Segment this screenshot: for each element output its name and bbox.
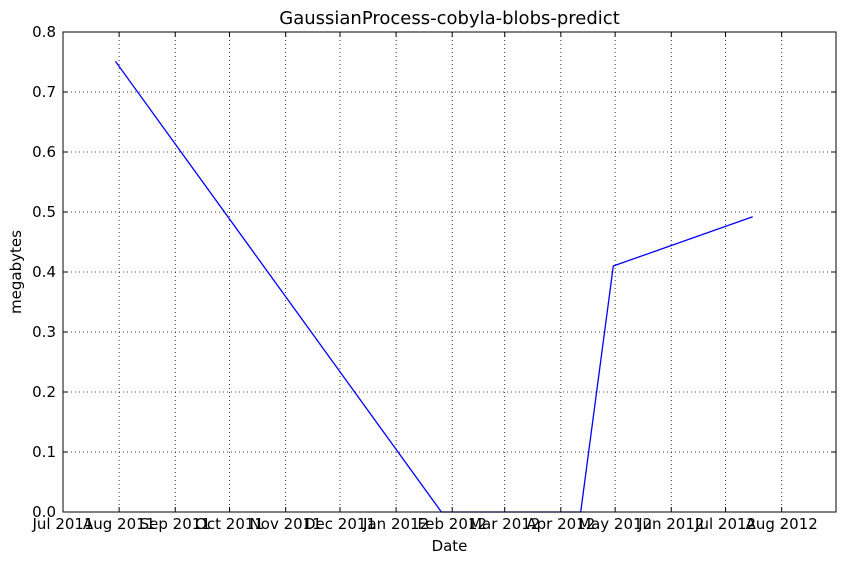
x-tick-label: Aug 2012 — [746, 515, 818, 533]
y-tick-label: 0.8 — [32, 23, 56, 41]
y-tick-label: 0.1 — [32, 443, 56, 461]
x-tick-label: Oct 2011 — [195, 515, 264, 533]
x-axis-label: Date — [432, 537, 468, 555]
x-tick-label: Mar 2012 — [469, 515, 540, 533]
x-tick-label: Dec 2011 — [304, 515, 376, 533]
y-tick-label: 0.2 — [32, 383, 56, 401]
x-tick-label: Jun 2012 — [637, 515, 704, 533]
y-tick-label: 0.7 — [32, 83, 56, 101]
x-tick-label: Jul 2012 — [694, 515, 756, 533]
x-tick-label: Apr 2012 — [526, 515, 595, 533]
y-tick-label: 0.5 — [32, 203, 56, 221]
x-tick-label: Sep 2011 — [140, 515, 211, 533]
x-tick-label: May 2012 — [578, 515, 652, 533]
x-tick-label: Feb 2012 — [417, 515, 487, 533]
grid — [62, 31, 836, 513]
y-tick-label: 0.3 — [32, 323, 56, 341]
x-tick-label: Aug 2011 — [83, 515, 155, 533]
y-axis-label: megabytes — [7, 230, 25, 314]
x-tick-label: Jan 2012 — [362, 515, 429, 533]
x-tick-label: Nov 2011 — [250, 515, 322, 533]
y-tick-label: 0.4 — [32, 263, 56, 281]
chart-title: GaussianProcess-cobyla-blobs-predict — [279, 8, 620, 29]
x-tick-label: Jul 2011 — [31, 515, 93, 533]
y-tick-label: 0.0 — [32, 503, 56, 521]
y-tick-label: 0.6 — [32, 143, 56, 161]
